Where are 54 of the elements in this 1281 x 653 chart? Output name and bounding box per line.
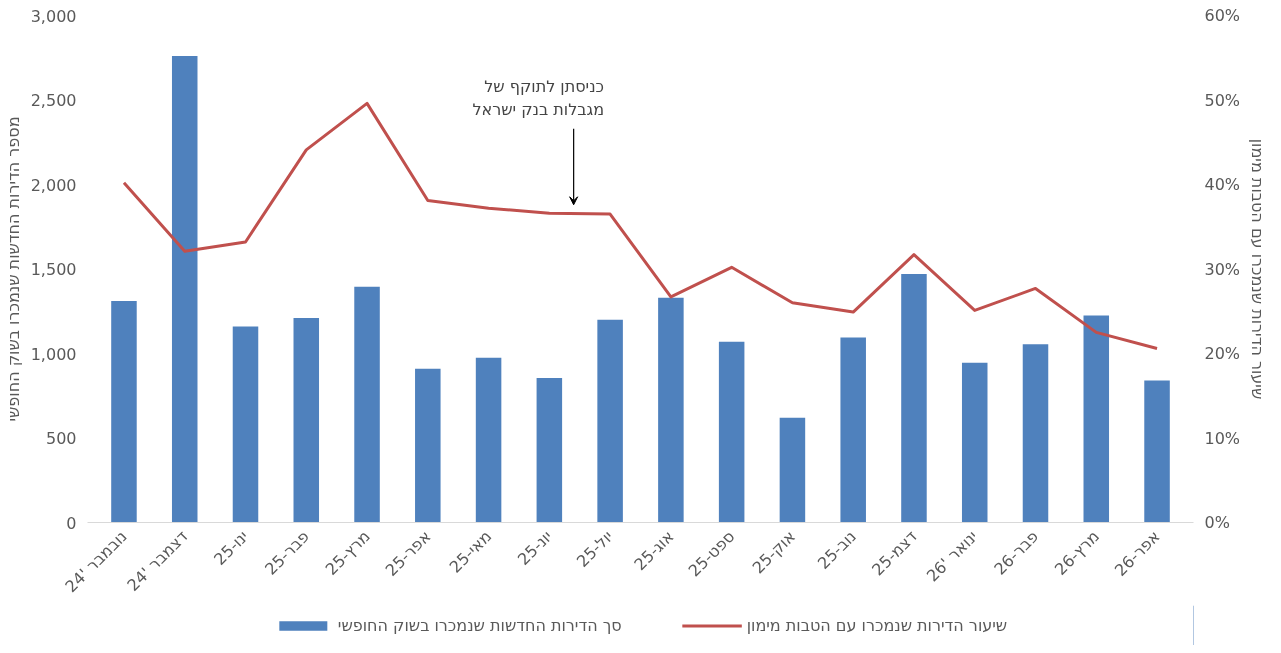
- y-axis-title: מספר הדירות החדשות שנמכרו בשוק החופשי: [3, 116, 23, 422]
- y2-tick-label: 10%: [1204, 428, 1241, 448]
- x-tick-label: יונ-25: [514, 526, 557, 569]
- x-tick-label: ספט-25: [684, 526, 739, 581]
- bar: [475, 357, 502, 523]
- bar: [232, 326, 259, 523]
- x-tick-label: אפר-25: [381, 526, 435, 580]
- y2-tick-label: 20%: [1204, 344, 1241, 363]
- x-tick-label: אוק-25: [748, 526, 800, 578]
- bar: [901, 274, 927, 523]
- bar: [536, 378, 563, 523]
- bar: [597, 319, 623, 523]
- y2-tick-label: 60%: [1204, 6, 1241, 25]
- legend-label: שיעור הדירות שנמכרו עם הטבות מימון: [746, 615, 1008, 635]
- bar: [658, 297, 684, 523]
- x-tick-label: פבר-25: [261, 526, 313, 579]
- y2-tick-label: 0%: [1204, 513, 1230, 532]
- bar: [718, 341, 745, 523]
- y-tick-label: 0: [66, 513, 77, 533]
- line-series: [122, 101, 1159, 350]
- bar: [1083, 315, 1110, 523]
- x-tick-label: מרץ-25: [321, 526, 374, 579]
- bar: [415, 368, 441, 523]
- y-tick-label: 3,000: [30, 6, 77, 26]
- bar: [840, 337, 866, 523]
- x-tick-label: ינואר '26: [922, 526, 982, 586]
- bar: [1144, 380, 1170, 523]
- x-tick-label: מאי-25: [445, 526, 496, 577]
- y2-axis-title: שיעור הדירות שנמכרו עם הטבות מימון: [1248, 138, 1268, 400]
- y2-tick-label: 30%: [1204, 259, 1241, 279]
- x-tick-label: ינו-25: [210, 526, 253, 569]
- bar: [171, 56, 198, 523]
- y-tick-label: 500: [45, 429, 77, 448]
- bar: [961, 362, 988, 523]
- x-tick-label: אפר-26: [1110, 526, 1164, 580]
- y2-tick-label: 40%: [1204, 175, 1241, 194]
- y2-tick-label: 50%: [1204, 90, 1241, 110]
- y-tick-label: 1,500: [30, 260, 77, 279]
- bar: [293, 318, 320, 523]
- x-tick-label: יול-25: [572, 526, 617, 571]
- y-tick-label: 2,000: [30, 175, 77, 195]
- y-tick-label: 2,500: [30, 91, 77, 110]
- bar: [354, 286, 380, 523]
- x-tick-label: נוב-25: [813, 526, 860, 573]
- annotation: כניסתן לתוקף של מגבלות בנק ישראל: [472, 77, 605, 120]
- x-tick-label: מרץ-26: [1050, 526, 1103, 579]
- x-tick-label: דצמ-25: [868, 526, 921, 580]
- bar: [779, 417, 806, 523]
- bar: [111, 301, 137, 523]
- y-tick-label: 1,000: [30, 344, 77, 364]
- x-tick-label: פבר-26: [990, 526, 1043, 579]
- bar: [1022, 344, 1049, 523]
- x-tick-label: אוג-25: [630, 526, 678, 574]
- legend-label: סך הדירות החדשות שנמכרו בשוק החופשי: [337, 615, 622, 635]
